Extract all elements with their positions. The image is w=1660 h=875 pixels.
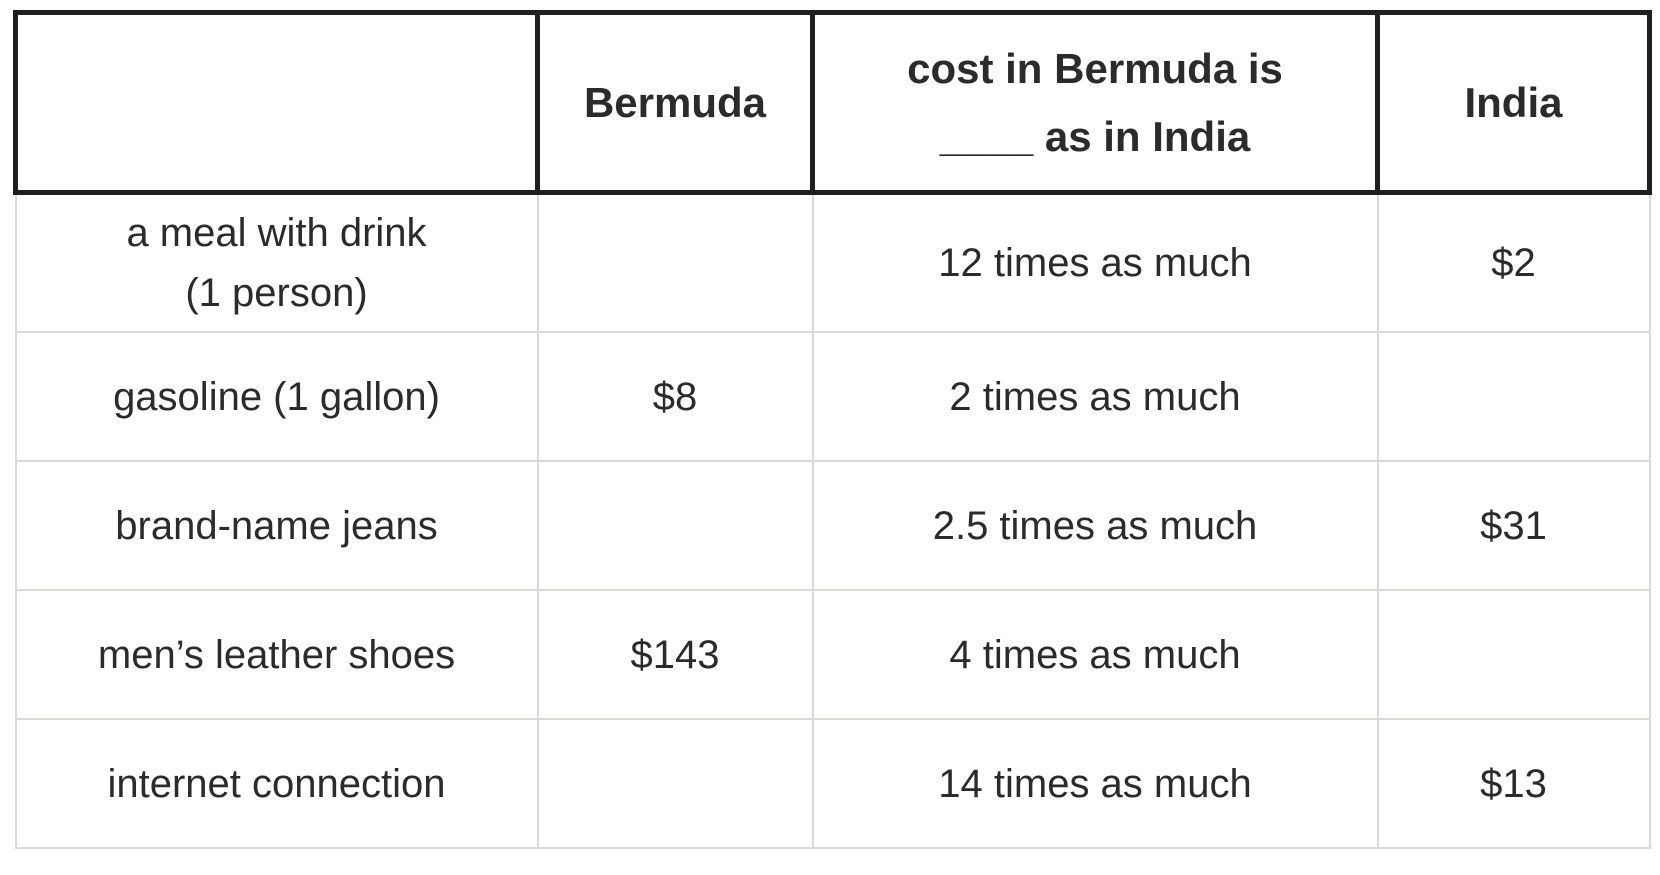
bermuda-cost-cell: $143 [536, 589, 814, 720]
bermuda-cost-cell: $8 [536, 331, 814, 462]
table-row: gasoline (1 gallon) $8 2 times as much [14, 331, 1651, 462]
item-label-cell: gasoline (1 gallon) [14, 331, 539, 462]
bermuda-cost-cell [536, 460, 814, 591]
header-cell-bermuda: Bermuda [535, 10, 815, 195]
india-cost-cell [1376, 331, 1651, 462]
cost-comparison-table: Bermuda cost in Bermuda is ____ as in In… [13, 10, 1652, 849]
ratio-cell: 12 times as much [811, 191, 1379, 333]
ratio-cell: 14 times as much [811, 718, 1379, 849]
table-row: a meal with drink (1 person) 12 times as… [14, 191, 1651, 333]
bermuda-cost-cell [536, 718, 814, 849]
item-label-cell: men’s leather shoes [14, 589, 539, 720]
header-cell-ratio: cost in Bermuda is ____ as in India [810, 10, 1380, 195]
header-cell-india: India [1375, 10, 1652, 195]
ratio-cell: 2.5 times as much [811, 460, 1379, 591]
item-label-cell: brand-name jeans [14, 460, 539, 591]
bermuda-cost-cell [536, 191, 814, 333]
india-cost-cell: $2 [1376, 191, 1651, 333]
table-body: a meal with drink (1 person) 12 times as… [14, 191, 1651, 849]
item-label-cell: internet connection [14, 718, 539, 849]
ratio-cell: 4 times as much [811, 589, 1379, 720]
india-cost-cell: $13 [1376, 718, 1651, 849]
table-header: Bermuda cost in Bermuda is ____ as in In… [13, 10, 1652, 195]
india-cost-cell: $31 [1376, 460, 1651, 591]
table-row: men’s leather shoes $143 4 times as much [14, 589, 1651, 720]
header-cell-item [13, 10, 540, 195]
item-label-cell: a meal with drink (1 person) [14, 191, 539, 333]
ratio-cell: 2 times as much [811, 331, 1379, 462]
table-row: internet connection 14 times as much $13 [14, 718, 1651, 849]
table-row: brand-name jeans 2.5 times as much $31 [14, 460, 1651, 591]
header-row: Bermuda cost in Bermuda is ____ as in In… [13, 10, 1652, 195]
india-cost-cell [1376, 589, 1651, 720]
